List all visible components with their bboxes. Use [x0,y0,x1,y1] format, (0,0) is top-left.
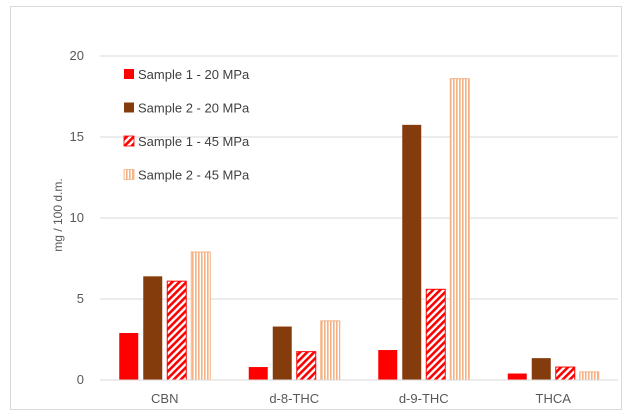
bar-d-9-thc-series-2 [402,124,422,380]
x-category-label: CBN [151,391,178,406]
gridlines [100,55,618,300]
bar-cbn-series-4 [190,251,211,381]
bar-cbn-series-3 [166,280,187,381]
bar-d-8-thc-series-3 [296,351,317,381]
axes: 0 5 10 15 20 CBN d-8-THC d-9-THC THCA [70,48,618,406]
y-tick-label: 0 [77,372,84,387]
y-tick-label: 15 [70,129,84,144]
bar-d-9-thc-series-3 [425,288,446,381]
x-category-label: THCA [536,391,572,406]
bar-thca-series-2 [531,358,551,380]
legend-swatch [123,135,135,147]
bars [119,78,600,381]
legend-swatch [124,102,134,113]
bar-d-9-thc-series-1 [378,350,398,380]
legend-label: Sample 1 - 45 MPa [138,134,250,149]
bar-cbn-series-2 [143,276,163,380]
legend-label: Sample 2 - 20 MPa [138,101,250,116]
x-category-label: d-8-THC [269,391,319,406]
x-category-label: d-9-THC [399,391,449,406]
bar-thca-series-1 [507,373,527,380]
bar-d-8-thc-series-2 [272,326,292,380]
legend: Sample 1 - 20 MPa Sample 2 - 20 MPa Sample… [123,67,250,183]
legend-swatch [124,69,134,79]
bar-d-8-thc-series-4 [320,320,341,381]
legend-label: Sample 2 - 45 MPa [138,168,250,183]
bar-thca-series-3 [555,366,576,381]
bar-cbn-series-1 [119,333,139,380]
y-tick-label: 20 [70,48,84,63]
chart-border [10,6,622,410]
legend-label: Sample 1 - 20 MPa [138,67,250,82]
bar-thca-series-4 [579,371,600,381]
y-tick-label: 5 [77,291,84,306]
y-axis-title: mg / 100 d.m. [51,178,65,251]
bar-d-8-thc-series-1 [248,367,268,380]
y-tick-label: 10 [70,210,84,225]
bar-d-9-thc-series-4 [449,78,470,381]
legend-swatch [123,169,135,180]
